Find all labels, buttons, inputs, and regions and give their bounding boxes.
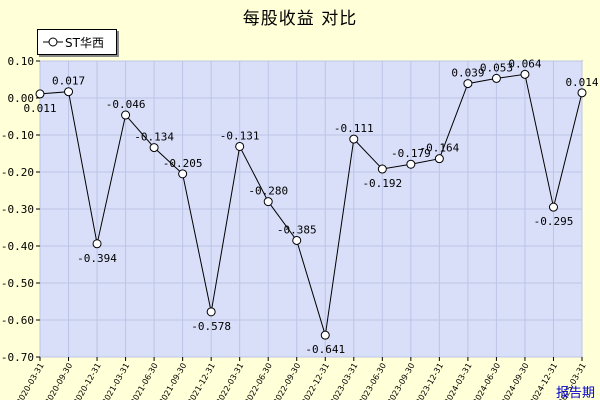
y-tick-label: -0.30 — [1, 203, 34, 216]
data-point — [406, 159, 416, 169]
chart-title: 每股收益 对比 — [242, 9, 358, 29]
data-label: -0.192 — [362, 177, 402, 190]
data-label: 0.017 — [52, 75, 85, 88]
series-line-st-huaxi — [39, 73, 583, 336]
y-tick-label: -0.40 — [1, 240, 34, 253]
data-point — [520, 69, 530, 79]
data-label: -0.205 — [163, 157, 203, 170]
x-tick-label: 2022-12-31 — [300, 362, 331, 400]
data-label: -0.134 — [134, 131, 174, 144]
data-point — [577, 88, 587, 98]
data-label: 0.039 — [451, 67, 484, 80]
x-axis-unit-label: 报告期 — [556, 386, 595, 400]
data-point — [548, 202, 558, 212]
x-tick-label: 2022-06-30 — [243, 362, 274, 400]
data-label: -0.280 — [248, 185, 288, 198]
data-point — [121, 110, 131, 120]
x-tick-label: 2023-03-31 — [328, 362, 359, 400]
data-point — [64, 87, 74, 97]
y-tick-label: -0.70 — [1, 351, 34, 364]
data-point — [463, 79, 473, 89]
data-point — [377, 164, 387, 174]
x-tick-label: 2024-12-31 — [528, 362, 559, 400]
data-label: 0.011 — [23, 102, 56, 115]
data-label: -0.131 — [220, 129, 260, 142]
x-tick-label: 2021-12-31 — [186, 362, 217, 400]
grid-lines — [39, 60, 583, 358]
data-point — [349, 134, 359, 144]
data-point — [320, 330, 330, 340]
y-axis-ticks: 0.10 0.00 -0.10 -0.20 -0.30 -0.40 -0.50 -0.60 -0… — [1, 55, 40, 364]
y-tick-label: -0.10 — [1, 129, 34, 142]
y-tick-label: -0.20 — [1, 166, 34, 179]
y-tick-label: 0.10 — [8, 55, 35, 68]
data-point — [35, 89, 45, 99]
x-tick-label: 2024-06-30 — [471, 361, 502, 400]
data-label: 0.053 — [480, 61, 513, 74]
data-label: 0.064 — [508, 57, 541, 70]
data-label: -0.179 — [391, 147, 431, 160]
data-point — [149, 143, 159, 153]
data-label: -0.164 — [419, 142, 459, 155]
x-tick-label: 2020-12-31 — [72, 362, 103, 400]
x-tick-label: 2024-09-30 — [500, 362, 531, 400]
x-tick-label: 2024-03-31 — [443, 362, 474, 400]
legend: ST华西 — [37, 29, 117, 55]
data-label: 0.014 — [565, 76, 598, 89]
x-tick-label: 2020-09-30 — [43, 362, 74, 400]
x-tick-label: 2022-03-31 — [214, 362, 245, 400]
data-point — [178, 169, 188, 179]
data-label: -0.641 — [305, 343, 345, 356]
data-label: -0.394 — [77, 252, 117, 265]
x-tick-label: 2023-09-30 — [386, 362, 417, 400]
x-tick-label: 2021-03-31 — [100, 362, 131, 400]
x-tick-label: 2021-09-30 — [157, 362, 188, 400]
data-label: -0.578 — [191, 320, 231, 333]
y-tick-label: 0.00 — [8, 92, 35, 105]
x-tick-label: 2023-12-31 — [414, 362, 445, 400]
data-label: -0.046 — [106, 98, 146, 111]
x-axis-ticks: 2020-03-312020-09-302020-12-312021-03-31… — [15, 357, 588, 400]
data-point — [292, 235, 302, 245]
data-label: -0.385 — [277, 223, 317, 236]
data-point — [92, 239, 102, 249]
y-tick-label: -0.60 — [1, 314, 34, 327]
y-tick-label: -0.50 — [1, 277, 34, 290]
data-labels: 0.011 0.017 -0.394 -0.046 -0.134 -0.205 -0.578… — [23, 57, 598, 356]
data-point — [235, 141, 245, 151]
data-point — [263, 197, 273, 207]
x-tick-label: 2023-06-30 — [357, 362, 388, 400]
legend-series-label: ST华西 — [65, 36, 104, 50]
x-tick-label: 2020-03-31 — [15, 362, 46, 400]
data-point — [206, 307, 216, 317]
data-point — [434, 154, 444, 164]
x-tick-label: 2021-06-30 — [129, 362, 160, 400]
data-label: -0.111 — [334, 122, 374, 135]
circle-marker-icon — [43, 37, 63, 47]
data-label: -0.295 — [534, 215, 574, 228]
x-tick-label: 2022-09-30 — [271, 362, 302, 400]
data-point — [491, 73, 501, 83]
series-points — [35, 69, 587, 340]
